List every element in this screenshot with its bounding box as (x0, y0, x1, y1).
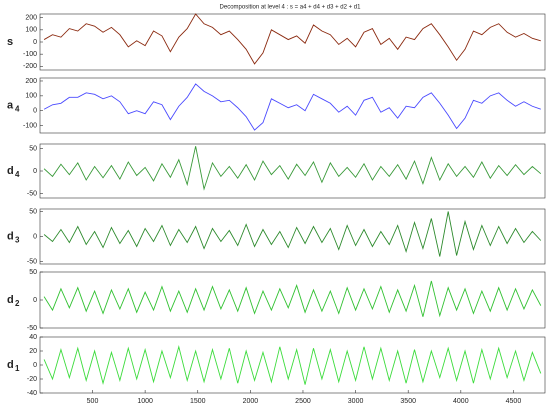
x-tick-label: 4000 (453, 398, 469, 405)
y-tick-label: -100 (23, 51, 37, 58)
x-tick-label: 1000 (137, 398, 153, 405)
signal-line (43, 280, 542, 318)
x-tick-label: 4500 (506, 398, 522, 405)
y-axis-label: s (7, 36, 13, 48)
figure-title: Decomposition at level 4 : s = a4 + d4 +… (220, 5, 362, 11)
plot-area (39, 13, 546, 71)
y-axis-label-subscript: 2 (15, 299, 20, 308)
signal-line (43, 211, 542, 257)
y-axis-label-subscript: 4 (15, 170, 20, 179)
y-tick-label: 200 (25, 78, 37, 85)
y-axis-label: d (7, 294, 14, 306)
y-axis-label: a (7, 99, 14, 111)
y-axis-label-subscript: 4 (15, 105, 20, 114)
y-tick-label: -20 (27, 376, 37, 383)
signal-line (43, 83, 541, 131)
signal-line (43, 345, 542, 385)
y-tick-label: -50 (27, 190, 37, 197)
x-tick-label: 3000 (348, 398, 364, 405)
y-axis-label: d (7, 359, 14, 371)
y-tick-label: 100 (25, 27, 37, 34)
x-tick-label: 2000 (243, 398, 259, 405)
y-tick-label: 200 (25, 14, 37, 21)
y-tick-label: 100 (25, 93, 37, 100)
y-tick-label: -200 (23, 63, 37, 70)
x-tick-label: 1500 (190, 398, 206, 405)
y-tick-label: 0 (33, 39, 37, 46)
y-tick-label: 0 (33, 108, 37, 115)
y-tick-label: 0 (33, 297, 37, 304)
y-tick-label: 50 (29, 145, 37, 152)
y-axis-label: d (7, 230, 14, 242)
y-axis-label-subscript: 1 (15, 364, 20, 373)
y-tick-label: 0 (33, 168, 37, 175)
signal-line (43, 146, 542, 191)
plot-area (39, 77, 546, 134)
y-tick-label: -100 (23, 122, 37, 129)
y-tick-label: -50 (27, 258, 37, 265)
x-tick-label: 500 (87, 398, 99, 405)
x-tick-label: 3500 (400, 398, 416, 405)
y-axis-label: d (7, 165, 14, 177)
y-tick-label: 40 (29, 334, 37, 341)
y-tick-label: 0 (33, 233, 37, 240)
y-tick-label: 50 (29, 269, 37, 276)
signal-line (43, 13, 541, 65)
x-tick-label: 2500 (295, 398, 311, 405)
y-tick-label: 0 (33, 362, 37, 369)
y-tick-label: 50 (29, 208, 37, 215)
y-axis-label-subscript: 3 (15, 236, 20, 245)
y-tick-label: -50 (27, 325, 37, 332)
y-tick-label: -40 (27, 390, 37, 397)
y-tick-label: 20 (29, 348, 37, 355)
